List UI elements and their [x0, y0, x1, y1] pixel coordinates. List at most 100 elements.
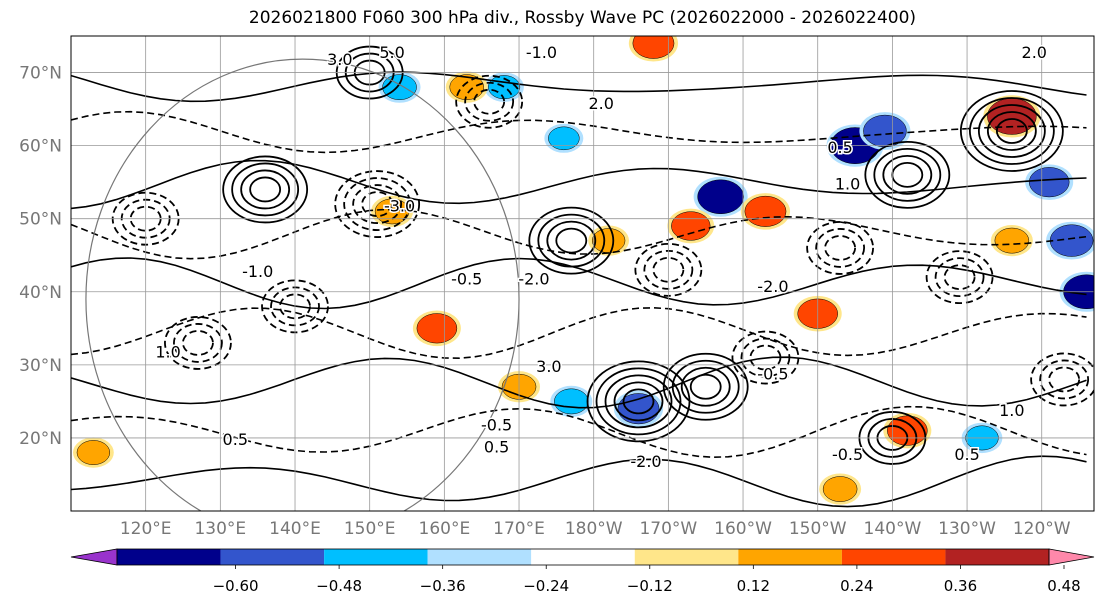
- contour-ring-5: [680, 366, 731, 407]
- contour-ring-10: [279, 293, 311, 320]
- plot-frame: [70, 35, 1095, 512]
- x-tick-label: 170°W: [639, 519, 697, 539]
- contour-ring-7: [882, 154, 933, 195]
- colorbar-swatch: [738, 549, 842, 565]
- x-tick-label: 150°W: [789, 519, 847, 539]
- colorbar-swatch: [841, 549, 946, 565]
- contour-label: -3.0: [384, 196, 415, 215]
- contour-ring-11: [986, 111, 1037, 151]
- div-shade-2: [697, 179, 744, 215]
- div-shade-13: [416, 313, 458, 344]
- div-shade-12: [671, 211, 711, 241]
- contour-label: -2.0: [757, 277, 788, 296]
- contour-ring-17: [173, 323, 223, 363]
- y-tick-label: 70°N: [19, 64, 62, 84]
- contour-ring-11: [977, 104, 1046, 158]
- contour-ring-17: [182, 330, 214, 356]
- contour-label: 1.0: [155, 343, 180, 362]
- div-shade-17: [744, 195, 787, 227]
- contour-label: 5.0: [379, 43, 404, 62]
- contour-line-0: [71, 455, 1087, 508]
- x-tick-label: 170°E: [493, 519, 545, 539]
- contour-ring-0: [249, 176, 282, 203]
- contour-label: 2.0: [588, 94, 613, 113]
- contour-label: 3.0: [536, 357, 561, 376]
- contour-ring-1: [343, 177, 412, 231]
- contour-ring-1: [334, 170, 421, 238]
- x-tick-label: 130°E: [194, 519, 246, 539]
- contour-ring-1: [352, 184, 403, 224]
- colorbar: −0.60 −0.48 −0.36 −0.24 −0.12 0.12 0.24 0.36 0.4…: [70, 548, 1095, 595]
- contour-ring-0: [231, 162, 300, 217]
- contour-ring-1: [361, 191, 394, 217]
- colorbar-tick-label: −0.24: [523, 577, 569, 595]
- contour-label: 2.0: [1022, 43, 1047, 62]
- contour-ring-0: [240, 169, 291, 210]
- contour-ring-4: [622, 388, 655, 415]
- contour-label: -0.5: [832, 445, 863, 464]
- y-tick-label: 20°N: [19, 429, 62, 449]
- colorbar-swatch: [220, 549, 325, 565]
- contour-ring-14: [1048, 366, 1081, 393]
- contour-ring-15: [925, 250, 994, 305]
- contour-line-2: [71, 356, 1087, 409]
- x-tick-label: 140°E: [269, 519, 321, 539]
- x-tick-label: 140°W: [864, 519, 922, 539]
- div-shade-19: [554, 388, 589, 415]
- div-shade-23: [76, 440, 111, 465]
- colorbar-tick-label: −0.36: [420, 577, 466, 595]
- colorbar-extend-high: [1048, 548, 1095, 566]
- x-tick-label: 160°W: [714, 519, 772, 539]
- div-shade-11: [591, 228, 626, 254]
- chart-title: 2026021800 F060 300 hPa div., Rossby Wav…: [248, 8, 917, 28]
- div-shade-22: [548, 126, 580, 151]
- colorbar-swatch: [634, 549, 739, 565]
- contour-label: -1.0: [526, 43, 557, 62]
- y-tick-label: 40°N: [19, 283, 62, 303]
- contour-ring-3: [652, 256, 685, 283]
- contour-label: 0.5: [484, 438, 509, 457]
- div-shade-5: [1028, 167, 1070, 198]
- contour-label: 1.0: [999, 401, 1024, 420]
- plot-area: -0.5 -0.5 -0.5 -0.5 -1.0 -1.0 -2.0 -2.0 -2.0 -3.0…: [71, 36, 1094, 511]
- div-shade-8: [632, 36, 675, 59]
- contour-label: -2.0: [630, 452, 661, 471]
- contour-ring-12: [455, 74, 524, 129]
- contour-ring-11: [968, 97, 1055, 165]
- x-tick-label: 120°E: [120, 519, 172, 539]
- colorbar-tick-label: 0.48: [1047, 577, 1080, 595]
- contour-ring-7: [873, 147, 942, 202]
- contour-label: -0.5: [757, 364, 788, 383]
- colorbar-tick-label: −0.12: [627, 577, 673, 595]
- contour-label: 0.5: [827, 138, 852, 157]
- contour-ring-0: [222, 155, 309, 224]
- contour-ring-5: [689, 373, 722, 400]
- contour-ring-11: [959, 90, 1064, 172]
- div-shade-9: [987, 98, 1037, 135]
- colorbar-tick-label: 0.36: [944, 577, 977, 595]
- x-tick-label: 180°W: [565, 519, 623, 539]
- colorbar-tick-label: −0.48: [316, 577, 362, 595]
- contour-ring-2: [528, 206, 615, 275]
- x-tick-label: 120°W: [1013, 519, 1071, 539]
- contour-ring-8: [815, 228, 866, 268]
- contour-ring-8: [806, 221, 875, 275]
- colorbar-swatch: [427, 549, 532, 565]
- contour-line-1: [71, 405, 1087, 459]
- y-tick-label: 30°N: [19, 356, 62, 376]
- colorbar-extend-low: [70, 548, 118, 566]
- contour-label: 3.0: [327, 50, 352, 69]
- colorbar-swatch: [117, 549, 221, 565]
- contour-ring-15: [943, 264, 976, 291]
- contour-ring-7: [891, 161, 924, 188]
- contour-label: -1.0: [242, 262, 273, 281]
- contour-ring-2: [555, 227, 588, 254]
- colorbar-swatch: [531, 549, 635, 565]
- contour-label: 1.0: [835, 174, 860, 193]
- colorbar-tick-label: 0.24: [840, 577, 873, 595]
- contour-ring-12: [473, 88, 506, 115]
- colorbar-swatch: [324, 549, 428, 565]
- contour-ring-2: [546, 220, 597, 261]
- contour-ring-4: [613, 381, 664, 422]
